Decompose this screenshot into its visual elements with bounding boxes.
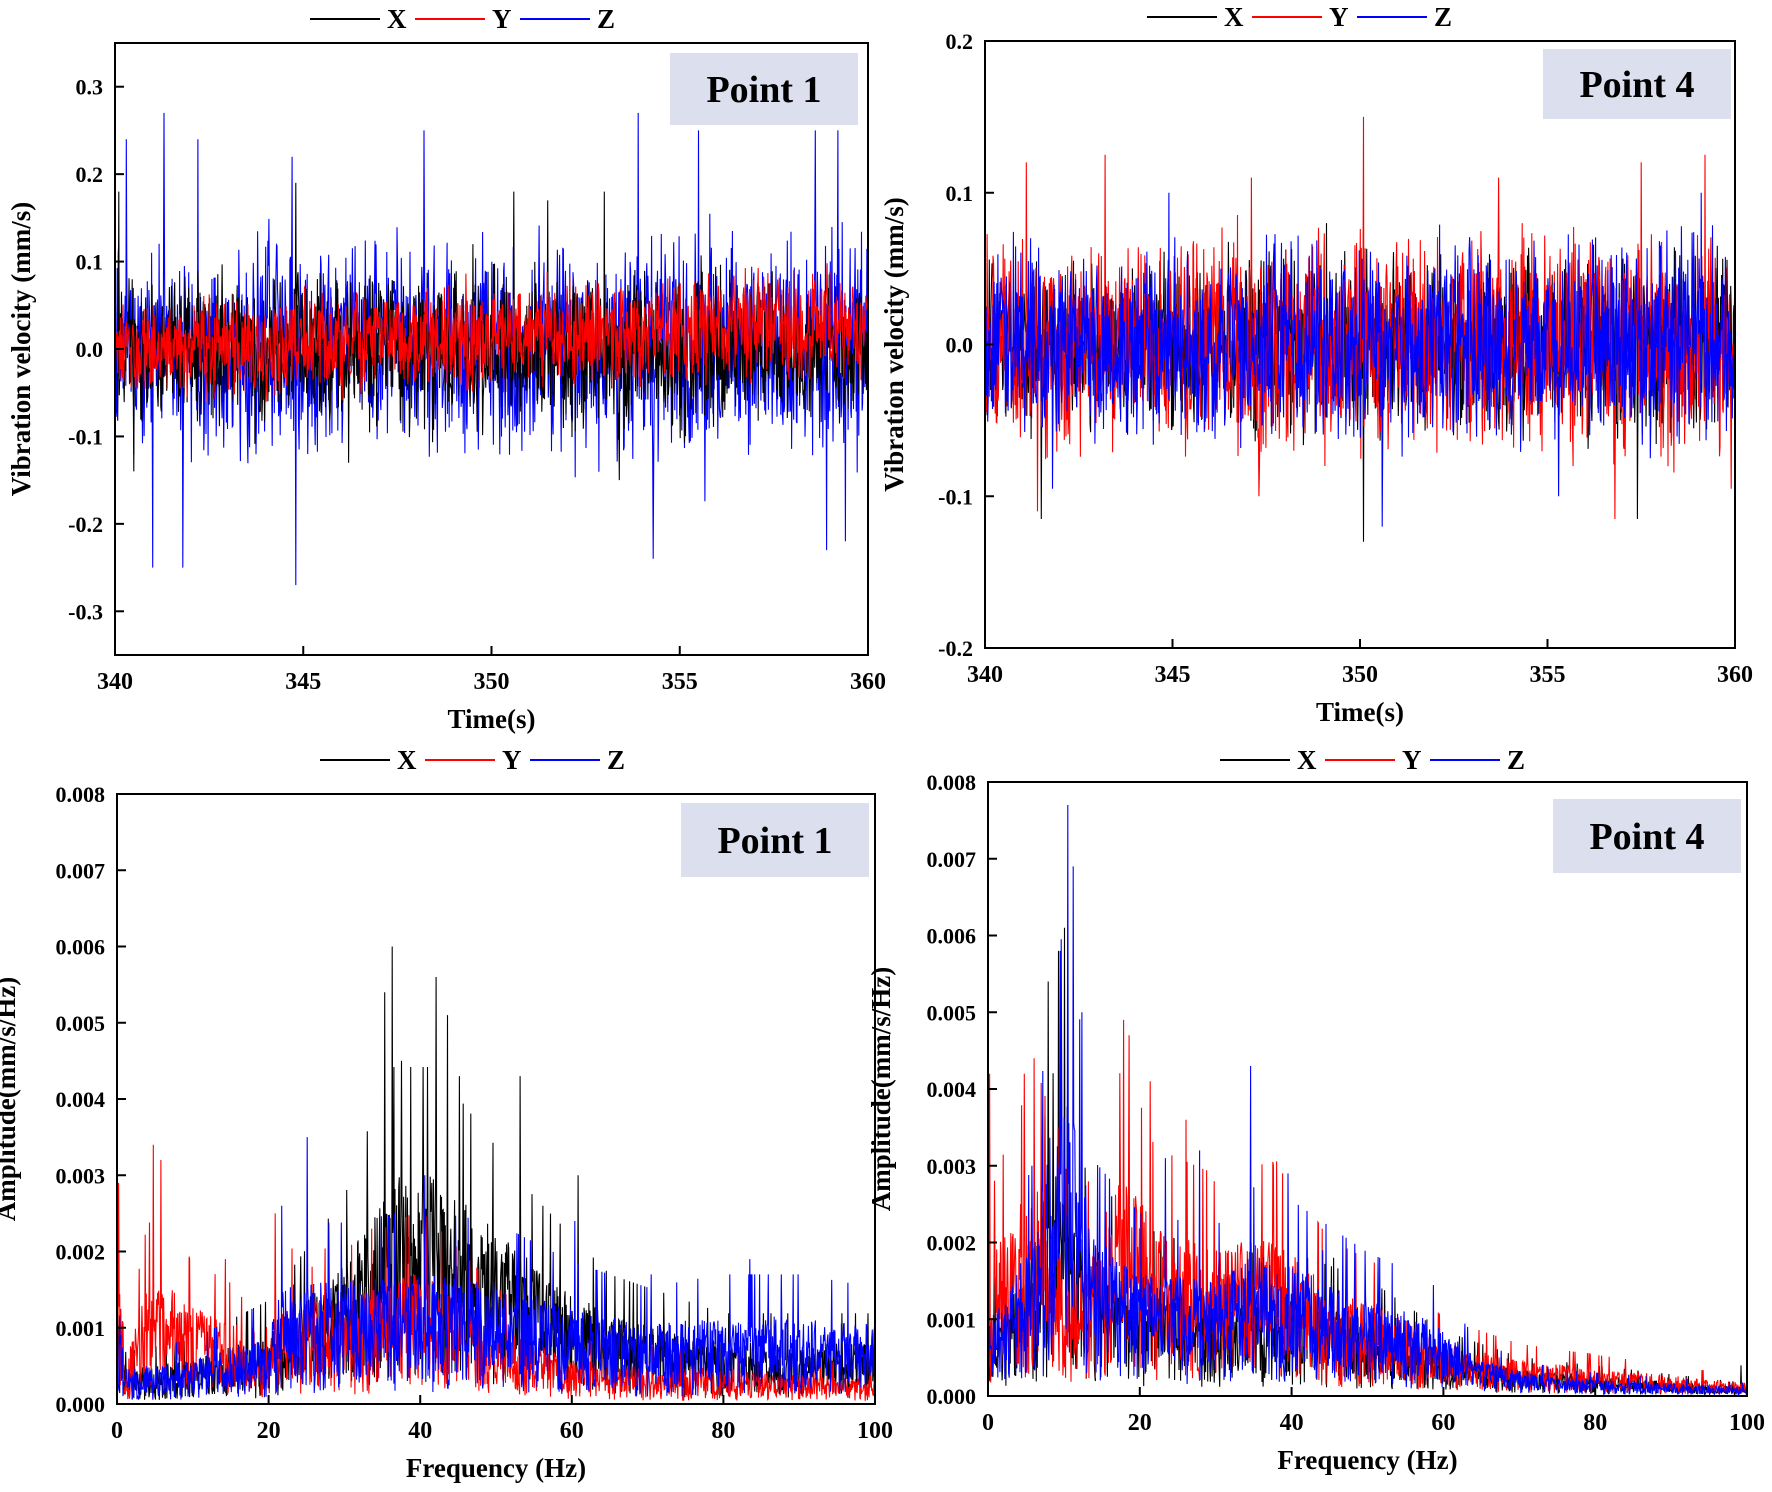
point-label-box <box>1543 49 1731 119</box>
x-tick-label: 100 <box>857 1418 893 1444</box>
y-tick-label: 0.003 <box>927 1154 977 1179</box>
x-tick-label: 20 <box>257 1418 281 1444</box>
y-tick-label: 0.006 <box>927 924 977 949</box>
legend-label-x: X <box>387 4 407 34</box>
chart-panel-4: 0 20 40 60 80 100 0.000 0.001 0.002 0.003 0.004 0.0… <box>866 745 1765 1475</box>
x-tick-label: 350 <box>474 669 510 695</box>
legend-label-y: Y <box>1402 745 1422 775</box>
legend-label-z: Z <box>607 745 625 775</box>
y-tick-label: 0.005 <box>56 1011 106 1036</box>
y-tick-label: 0.003 <box>56 1163 106 1188</box>
y-tick-label: 0.006 <box>56 935 106 960</box>
point-label-box <box>670 53 858 125</box>
x-tick-label: 40 <box>408 1418 432 1444</box>
legend-label-x: X <box>1297 745 1317 775</box>
chart-title: Point 4 <box>1579 64 1694 106</box>
legend-label-x: X <box>1224 2 1244 32</box>
point-label-box <box>1553 799 1741 873</box>
y-tick-label: 0.001 <box>927 1307 977 1332</box>
x-tick-label: 40 <box>1280 1410 1304 1436</box>
x-tick-label: 100 <box>1729 1410 1765 1436</box>
x-tick-label: 345 <box>285 669 321 695</box>
y-tick-label: -0.1 <box>938 484 973 509</box>
x-tick-label: 80 <box>1583 1410 1607 1436</box>
legend: X Y Z <box>310 4 615 34</box>
x-axis-label: Frequency (Hz) <box>1277 1445 1457 1475</box>
y-tick-label: 0.002 <box>56 1240 106 1265</box>
x-tick-label: 340 <box>97 669 133 695</box>
x-tick-label: 60 <box>560 1418 584 1444</box>
chart-title: Point 4 <box>1589 816 1704 858</box>
legend-label-y: Y <box>492 4 512 34</box>
y-tick-label: 0.2 <box>946 29 974 54</box>
y-tick-label: 0.008 <box>927 770 977 795</box>
y-tick-label: -0.2 <box>938 636 973 661</box>
legend-label-z: Z <box>1434 2 1452 32</box>
y-axis-label: Vibration velocity (mm/s) <box>6 202 36 496</box>
chart-panel-3: 0 20 40 60 80 100 0.000 0.001 0.002 0.003 0.004 0.0… <box>0 745 893 1483</box>
y-tick-label: 0.005 <box>927 1000 977 1025</box>
y-tick-label: 0.000 <box>927 1384 977 1409</box>
x-tick-label: 360 <box>850 669 886 695</box>
y-axis-label: Amplitude(mm/s/Hz) <box>0 977 21 1221</box>
series-z-line <box>117 1137 875 1400</box>
y-tick-label: 0.1 <box>76 250 104 275</box>
series-z-line <box>988 804 1747 1396</box>
y-tick-label: 0.0 <box>946 333 974 358</box>
y-tick-label: -0.1 <box>68 424 103 449</box>
chart-panel-2: 340 345 350 355 360 -0.2 -0.1 0.0 0.1 0.2 Time(s) V… <box>879 2 1753 727</box>
y-tick-label: 0.0 <box>76 337 104 362</box>
y-tick-label: 0.001 <box>56 1316 106 1341</box>
chart-panel-1: 340 345 350 355 360 -0.3 -0.2 -0.1 0.0 0.1 0.2 0.3 T… <box>6 4 886 734</box>
y-tick-label: 0.007 <box>56 858 106 883</box>
legend: X Y Z <box>320 745 625 775</box>
legend-label-z: Z <box>1507 745 1525 775</box>
x-axis-label: Time(s) <box>448 704 536 734</box>
legend-label-z: Z <box>597 4 615 34</box>
x-tick-label: 350 <box>1342 662 1378 688</box>
legend-label-x: X <box>397 745 417 775</box>
y-tick-label: 0.000 <box>56 1392 106 1417</box>
x-tick-label: 0 <box>982 1410 994 1436</box>
point-label-box <box>681 803 869 877</box>
y-tick-label: -0.3 <box>68 599 103 624</box>
plot-area <box>988 804 1747 1396</box>
series-z-line <box>985 192 1735 527</box>
y-axis-label: Vibration velocity (mm/s) <box>879 197 909 491</box>
x-tick-label: 345 <box>1155 662 1191 688</box>
y-tick-label: 0.3 <box>76 75 104 100</box>
x-axis-label: Time(s) <box>1316 697 1404 727</box>
chart-title: Point 1 <box>706 69 821 111</box>
y-tick-label: 0.007 <box>927 847 977 872</box>
y-axis-label: Amplitude(mm/s/Hz) <box>866 967 896 1211</box>
x-tick-label: 355 <box>1530 662 1566 688</box>
y-tick-label: 0.002 <box>927 1231 977 1256</box>
x-tick-label: 360 <box>1717 662 1753 688</box>
x-tick-label: 340 <box>967 662 1003 688</box>
x-tick-label: 80 <box>711 1418 735 1444</box>
plot-area <box>985 116 1735 542</box>
x-axis-label: Frequency (Hz) <box>406 1453 586 1483</box>
x-tick-label: 355 <box>662 669 698 695</box>
y-tick-label: 0.004 <box>927 1077 977 1102</box>
series-y-line <box>115 263 868 402</box>
legend: X Y Z <box>1220 745 1525 775</box>
y-tick-label: 0.004 <box>56 1087 106 1112</box>
legend-label-y: Y <box>1329 2 1349 32</box>
x-tick-label: 60 <box>1431 1410 1455 1436</box>
legend-label-y: Y <box>502 745 522 775</box>
plot-area <box>115 112 868 586</box>
y-tick-label: 0.1 <box>946 181 974 206</box>
y-tick-label: -0.2 <box>68 512 103 537</box>
y-tick-label: 0.008 <box>56 782 106 807</box>
legend: X Y Z <box>1147 2 1452 32</box>
y-tick-label: 0.2 <box>76 162 104 187</box>
x-tick-label: 0 <box>111 1418 123 1444</box>
plot-area <box>117 946 875 1402</box>
x-tick-label: 20 <box>1128 1410 1152 1436</box>
chart-title: Point 1 <box>717 820 832 862</box>
